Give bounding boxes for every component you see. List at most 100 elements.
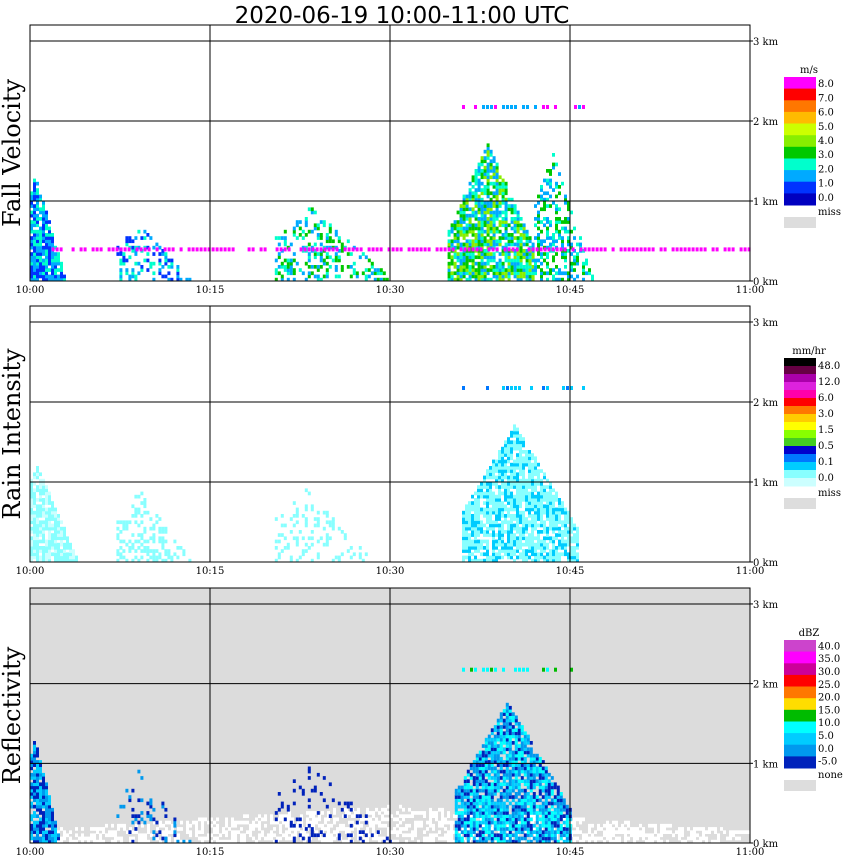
colorbar-swatch xyxy=(784,193,816,206)
echo-cell xyxy=(547,833,551,838)
echo-cell xyxy=(564,197,567,202)
echo-cell xyxy=(481,766,485,771)
echo-cell xyxy=(432,823,435,828)
echo-cell xyxy=(141,823,144,828)
echo-cell xyxy=(468,220,472,224)
echo-cell xyxy=(30,271,33,276)
echo-cell xyxy=(555,194,558,199)
echo-cell xyxy=(319,265,323,269)
echo-cell xyxy=(496,769,500,774)
echo-cell xyxy=(161,542,165,547)
echo-cell xyxy=(477,185,481,189)
echo-cell xyxy=(399,247,403,252)
echo-cell xyxy=(486,491,489,496)
echo-cell xyxy=(553,795,557,799)
echo-cell xyxy=(537,482,540,486)
echo-cell xyxy=(525,271,529,276)
echo-cell xyxy=(105,823,108,828)
echo-cell xyxy=(381,814,384,818)
echo-cell xyxy=(146,233,150,237)
echo-cell xyxy=(33,194,36,199)
echo-cell xyxy=(324,820,327,825)
echo-cell xyxy=(36,469,39,473)
echo-cell xyxy=(137,271,141,276)
echo-cell xyxy=(441,814,444,818)
colorbar-swatch xyxy=(784,374,816,383)
echo-cell xyxy=(477,239,481,244)
echo-cell xyxy=(288,817,291,822)
echo-cell xyxy=(378,823,381,828)
echo-cell xyxy=(516,485,519,489)
echo-cell xyxy=(477,514,480,518)
echo-cell xyxy=(526,776,530,780)
echo-cell xyxy=(216,836,219,841)
echo-cell xyxy=(162,823,165,828)
echo-cell xyxy=(340,249,344,253)
echo-cell xyxy=(335,247,339,252)
echo-cell xyxy=(573,817,576,822)
echo-cell xyxy=(481,744,485,748)
echo-cell xyxy=(39,261,42,266)
echo-cell xyxy=(468,536,471,541)
echo-cell xyxy=(387,833,390,838)
echo-cell xyxy=(492,542,495,547)
echo-cell xyxy=(549,523,552,528)
echo-cell xyxy=(481,788,485,793)
echo-cell xyxy=(507,242,511,247)
echo-cell xyxy=(477,162,481,167)
echo-cell xyxy=(39,763,42,767)
echo-cell xyxy=(149,526,153,531)
echo-cell xyxy=(453,233,457,237)
echo-cell xyxy=(517,798,521,803)
echo-cell xyxy=(391,247,395,252)
echo-cell xyxy=(304,542,308,547)
echo-cell xyxy=(555,229,558,234)
echo-cell xyxy=(357,833,360,838)
echo-cell xyxy=(39,523,42,528)
echo-cell xyxy=(480,181,484,186)
echo-cell xyxy=(30,507,33,512)
echo-cell xyxy=(286,277,290,282)
echo-cell xyxy=(466,782,470,787)
echo-cell xyxy=(111,247,115,252)
echo-cell xyxy=(495,498,498,502)
echo-cell xyxy=(516,514,519,518)
echo-cell xyxy=(504,223,508,228)
echo-cell xyxy=(219,839,222,844)
echo-cell xyxy=(496,760,500,764)
echo-cell xyxy=(489,555,492,560)
echo-cell xyxy=(537,258,540,263)
echo-cell xyxy=(534,504,537,509)
echo-cell xyxy=(517,785,521,790)
echo-cell xyxy=(462,255,466,260)
echo-cell xyxy=(483,491,486,496)
echo-cell xyxy=(469,801,473,806)
echo-cell xyxy=(408,807,411,812)
echo-cell xyxy=(519,434,522,438)
echo-cell xyxy=(558,172,561,176)
echo-cell xyxy=(558,501,561,505)
echo-cell xyxy=(555,552,558,557)
echo-cell xyxy=(45,823,48,828)
echo-cell xyxy=(683,247,687,252)
echo-cell xyxy=(465,546,468,550)
echo-cell xyxy=(307,229,311,234)
echo-cell xyxy=(450,258,454,263)
echo-cell xyxy=(213,836,216,841)
echo-cell xyxy=(292,277,296,282)
echo-cell xyxy=(471,239,475,244)
echo-cell xyxy=(143,498,147,502)
echo-cell xyxy=(511,820,515,825)
echo-cell xyxy=(48,274,51,279)
echo-cell xyxy=(457,817,461,822)
echo-cell xyxy=(528,478,531,483)
echo-cell xyxy=(119,247,123,252)
echo-cell xyxy=(528,491,531,496)
echo-cell xyxy=(369,811,372,815)
echo-cell xyxy=(544,788,548,793)
echo-cell xyxy=(537,233,540,237)
echo-cell xyxy=(558,507,561,512)
echo-cell xyxy=(45,788,48,793)
echo-cell xyxy=(463,776,467,780)
echo-cell xyxy=(552,277,555,282)
